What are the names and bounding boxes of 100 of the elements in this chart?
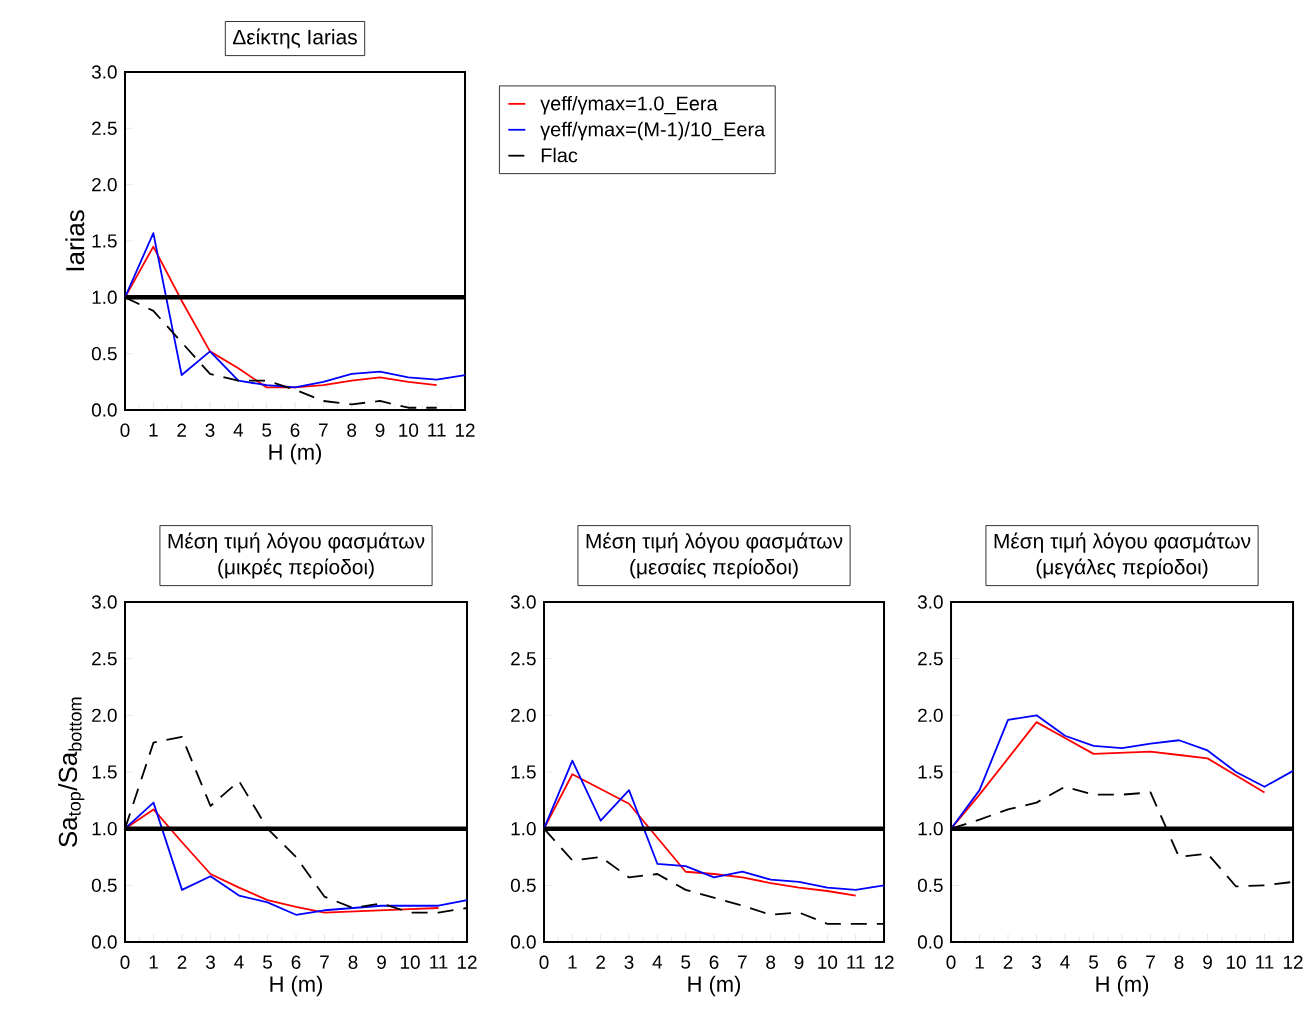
y-tick-label: 1.5 [92, 765, 117, 779]
y-tick-label: 1.0 [92, 290, 117, 305]
y-tick-label: 0.5 [91, 878, 117, 893]
x-tick-label: 2 [596, 955, 605, 969]
x-tick-label: 5 [262, 423, 272, 437]
x-tick-label: 9 [1203, 955, 1212, 969]
x-tick-label: 9 [375, 423, 385, 437]
x-tick-label: 10 [818, 955, 838, 969]
x-axis-title: H (m) [270, 975, 323, 997]
y-axis-title: Iarias [65, 210, 85, 271]
x-tick-label: 2 [1003, 955, 1013, 969]
x-tick-label: 7 [1146, 955, 1155, 969]
x-tick-label: 8 [1174, 955, 1184, 969]
y-tick-label: 0.0 [91, 935, 117, 949]
x-tick-label: 4 [1060, 955, 1070, 969]
chart-title: Μέση τιμή λόγου φασμάτων [586, 532, 843, 553]
y-tick-label: 0.0 [510, 935, 536, 949]
chart-title: Δείκτης Iarias [232, 28, 357, 49]
y-tick-label: 1.5 [511, 765, 536, 779]
y-tick-label: 0.0 [917, 935, 943, 949]
y-tick-label: 1.5 [918, 765, 943, 779]
x-tick-label: 11 [847, 955, 865, 969]
x-tick-label: 5 [263, 955, 272, 969]
x-tick-label: 7 [319, 423, 328, 437]
line-series [543, 759, 885, 891]
x-tick-label: 4 [233, 423, 244, 437]
y-tick-label: 1.0 [918, 821, 943, 836]
x-tick-label: 8 [766, 955, 776, 969]
x-tick-label: 4 [234, 955, 244, 969]
y-tick-label: 1.0 [92, 821, 117, 836]
y-tick-label: 2.0 [511, 708, 536, 723]
y-tick-label: 3.0 [917, 595, 943, 609]
x-tick-label: 9 [794, 955, 804, 969]
x-tick-label: 12 [457, 955, 477, 969]
chart-title: Μέση τιμή λόγου φασμάτων [168, 532, 425, 553]
legend-label: γeff/γmax=(M-1)/10_Eera [540, 121, 766, 141]
x-tick-label: 6 [290, 423, 300, 437]
y-tick-label: 3.0 [91, 595, 117, 609]
y-tick-label: 1.0 [511, 821, 536, 836]
x-tick-label: 5 [1089, 955, 1098, 969]
y-tick-label: 3.0 [510, 595, 536, 609]
chart-subtitle: (μεσαίες περίοδοι) [630, 558, 798, 579]
y-tick-label: 0.0 [91, 403, 117, 417]
x-tick-label: 12 [455, 423, 475, 437]
x-tick-label: 6 [1117, 955, 1127, 969]
y-tick-label: 0.5 [510, 878, 536, 893]
x-tick-label: 5 [681, 955, 691, 969]
x-tick-label: 2 [177, 955, 187, 969]
x-tick-label: 3 [205, 955, 215, 969]
x-tick-label: 0 [120, 423, 130, 437]
x-tick-label: 3 [624, 955, 634, 969]
x-tick-label: 8 [347, 423, 357, 437]
x-tick-label: 0 [539, 955, 549, 969]
y-axis-title: Sa$_{top}$/Sa$_{bottom}$ [58, 697, 85, 847]
x-axis-title: H (m) [688, 975, 741, 997]
x-tick-label: 0 [946, 955, 956, 969]
chart-subtitle: (μεγάλες περίοδοι) [1036, 558, 1208, 579]
y-tick-label: 2.5 [511, 651, 536, 666]
x-tick-label: 3 [1031, 955, 1041, 969]
line-series [543, 773, 857, 897]
x-tick-label: 3 [205, 423, 215, 437]
x-axis-title: H (m) [1096, 975, 1149, 997]
x-tick-label: 12 [874, 955, 894, 969]
x-tick-label: 7 [320, 955, 329, 969]
x-tick-label: 6 [291, 955, 301, 969]
chart-title: Μέση τιμή λόγου φασμάτων [994, 532, 1251, 553]
x-tick-label: 10 [399, 423, 419, 437]
chart-subtitle: (μικρές περίοδοι) [218, 558, 374, 579]
y-tick-label: 2.0 [92, 177, 117, 192]
x-tick-label: 10 [400, 955, 420, 969]
x-tick-label: 1 [568, 955, 577, 969]
line-series [124, 232, 466, 389]
x-tick-label: 1 [975, 955, 984, 969]
line-series [124, 245, 438, 389]
y-tick-label: 2.0 [918, 708, 943, 723]
legend-label: Flac [541, 147, 578, 163]
y-tick-label: 2.5 [918, 651, 943, 666]
x-tick-label: 7 [738, 955, 747, 969]
x-tick-label: 11 [428, 423, 446, 437]
x-tick-label: 11 [1256, 955, 1274, 969]
x-tick-label: 9 [377, 955, 386, 969]
x-tick-label: 8 [348, 955, 358, 969]
x-tick-label: 1 [149, 423, 158, 437]
x-tick-label: 1 [149, 955, 158, 969]
y-tick-label: 2.5 [92, 121, 117, 136]
x-tick-label: 4 [652, 955, 663, 969]
x-tick-label: 0 [120, 955, 130, 969]
y-tick-label: 1.5 [92, 234, 117, 248]
y-tick-label: 2.0 [92, 708, 117, 723]
x-tick-label: 12 [1283, 955, 1303, 969]
x-tick-label: 11 [430, 955, 448, 969]
x-tick-label: 10 [1226, 955, 1246, 969]
x-axis-title: H (m) [269, 443, 322, 465]
x-tick-label: 6 [709, 955, 719, 969]
y-tick-label: 3.0 [91, 65, 117, 79]
x-tick-label: 2 [177, 423, 186, 437]
y-tick-label: 0.5 [91, 346, 117, 361]
y-tick-label: 2.5 [92, 651, 117, 666]
y-tick-label: 0.5 [917, 878, 943, 893]
legend-label: γeff/γmax=1.0_Eera [540, 95, 718, 115]
